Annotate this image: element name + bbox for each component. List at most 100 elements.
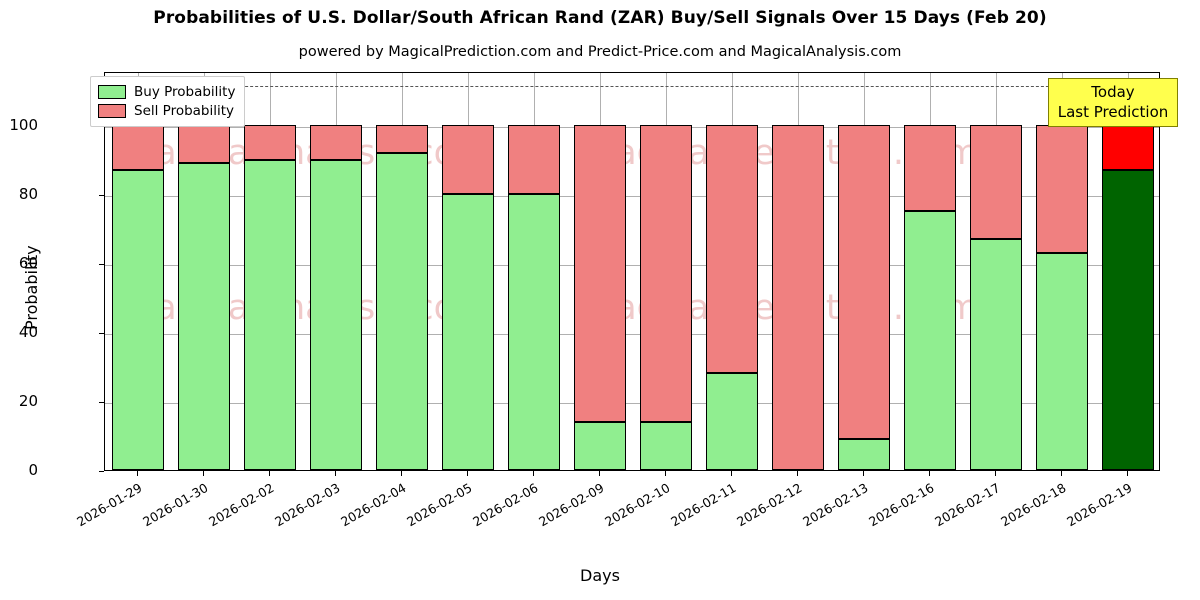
- y-tick-mark-60: [99, 264, 104, 265]
- bar-column: [837, 71, 891, 470]
- bar-segment-buy: [243, 159, 297, 470]
- x-tick-mark-9: [731, 471, 732, 476]
- y-tick-label-100: 100: [9, 116, 38, 134]
- bar-segment-buy: [639, 421, 693, 470]
- bar-column: [309, 71, 363, 470]
- legend-item-sell: Sell Probability: [98, 101, 235, 120]
- y-tick-label-40: 40: [18, 323, 38, 341]
- x-tick-label-1: 2026-01-30: [140, 480, 211, 530]
- y-tick-mark-80: [99, 195, 104, 196]
- gridline-y-20: [105, 403, 1159, 404]
- bar-segment-sell: [309, 125, 363, 160]
- x-tick-mark-8: [665, 471, 666, 476]
- x-tick-label-11: 2026-02-13: [800, 480, 871, 530]
- bar-segment-buy: [309, 159, 363, 470]
- today-annotation-line1: Today: [1091, 83, 1135, 101]
- legend-item-buy: Buy Probability: [98, 82, 235, 101]
- bar-segment-sell: [573, 125, 627, 422]
- bar-segment-sell: [1101, 125, 1155, 170]
- gridline-y-100: [105, 127, 1159, 128]
- bar-column: [1101, 71, 1155, 470]
- x-tick-label-15: 2026-02-19: [1064, 480, 1135, 530]
- bar-segment-buy: [705, 373, 759, 470]
- gridline-y-80: [105, 196, 1159, 197]
- x-tick-mark-13: [995, 471, 996, 476]
- x-tick-mark-14: [1061, 471, 1062, 476]
- bar-segment-buy: [375, 152, 429, 470]
- y-tick-mark-20: [99, 402, 104, 403]
- bar-segment-sell: [441, 125, 495, 194]
- x-tick-mark-5: [467, 471, 468, 476]
- bar-column: [969, 71, 1023, 470]
- bar-column: [507, 71, 561, 470]
- legend-label-buy: Buy Probability: [134, 83, 236, 100]
- chart-title: Probabilities of U.S. Dollar/South Afric…: [153, 8, 1047, 28]
- x-tick-mark-10: [797, 471, 798, 476]
- x-tick-label-6: 2026-02-06: [470, 480, 541, 530]
- gridline-y-40: [105, 334, 1159, 335]
- legend-swatch-sell-icon: [98, 103, 126, 118]
- x-tick-label-9: 2026-02-11: [668, 480, 739, 530]
- bar-segment-buy: [177, 162, 231, 470]
- plot-area: MagicalAnalysis.comMagicalPrediction.com…: [104, 72, 1160, 471]
- x-tick-mark-11: [863, 471, 864, 476]
- bar-segment-buy: [1101, 169, 1155, 470]
- bar-segment-sell: [507, 125, 561, 194]
- x-tick-mark-1: [203, 471, 204, 476]
- bar-segment-sell: [639, 125, 693, 422]
- bar-column: [441, 71, 495, 470]
- bar-segment-sell: [705, 125, 759, 374]
- bar-segment-sell: [177, 125, 231, 163]
- x-axis-label: Days: [580, 566, 620, 585]
- x-tick-mark-6: [533, 471, 534, 476]
- bar-segment-sell: [111, 125, 165, 170]
- chart-subtitle: powered by MagicalPrediction.com and Pre…: [298, 44, 902, 60]
- bar-column: [243, 71, 297, 470]
- bar-segment-buy: [507, 194, 561, 470]
- x-tick-mark-3: [335, 471, 336, 476]
- bar-segment-buy: [573, 421, 627, 470]
- bar-segment-sell: [903, 125, 957, 212]
- y-tick-label-80: 80: [18, 185, 38, 203]
- bar-segment-sell: [243, 125, 297, 160]
- bar-column: [375, 71, 429, 470]
- reference-dashed-line: [105, 86, 1159, 87]
- x-tick-mark-7: [599, 471, 600, 476]
- x-tick-label-8: 2026-02-10: [602, 480, 673, 530]
- x-tick-mark-2: [269, 471, 270, 476]
- x-tick-label-14: 2026-02-18: [998, 480, 1069, 530]
- bar-segment-buy: [1035, 252, 1089, 470]
- bar-series-layer: [105, 73, 1159, 470]
- bar-segment-sell: [375, 125, 429, 153]
- bar-column: [771, 71, 825, 470]
- bar-segment-buy: [441, 194, 495, 470]
- y-tick-mark-40: [99, 333, 104, 334]
- y-tick-label-60: 60: [18, 254, 38, 272]
- bar-column: [1035, 71, 1089, 470]
- x-tick-label-2: 2026-02-02: [206, 480, 277, 530]
- bar-column: [111, 71, 165, 470]
- y-tick-mark-0: [99, 471, 104, 472]
- bar-segment-buy: [837, 438, 891, 470]
- bar-segment-sell: [1035, 125, 1089, 253]
- gridline-y-60: [105, 265, 1159, 266]
- legend-swatch-buy-icon: [98, 84, 126, 99]
- x-tick-label-0: 2026-01-29: [74, 480, 145, 530]
- bar-segment-sell: [771, 125, 825, 470]
- chart-legend: Buy Probability Sell Probability: [90, 76, 246, 127]
- today-annotation-line2: Last Prediction: [1057, 103, 1169, 121]
- bar-column: [903, 71, 957, 470]
- y-tick-label-20: 20: [18, 392, 38, 410]
- bar-segment-sell: [969, 125, 1023, 239]
- bar-column: [177, 71, 231, 470]
- x-tick-label-7: 2026-02-09: [536, 480, 607, 530]
- x-tick-label-3: 2026-02-03: [272, 480, 343, 530]
- x-tick-label-5: 2026-02-05: [404, 480, 475, 530]
- x-tick-label-12: 2026-02-16: [866, 480, 937, 530]
- x-tick-label-10: 2026-02-12: [734, 480, 805, 530]
- x-tick-mark-12: [929, 471, 930, 476]
- y-axis-label: Probability: [22, 245, 41, 330]
- bar-segment-buy: [903, 211, 957, 470]
- y-tick-label-0: 0: [28, 461, 38, 479]
